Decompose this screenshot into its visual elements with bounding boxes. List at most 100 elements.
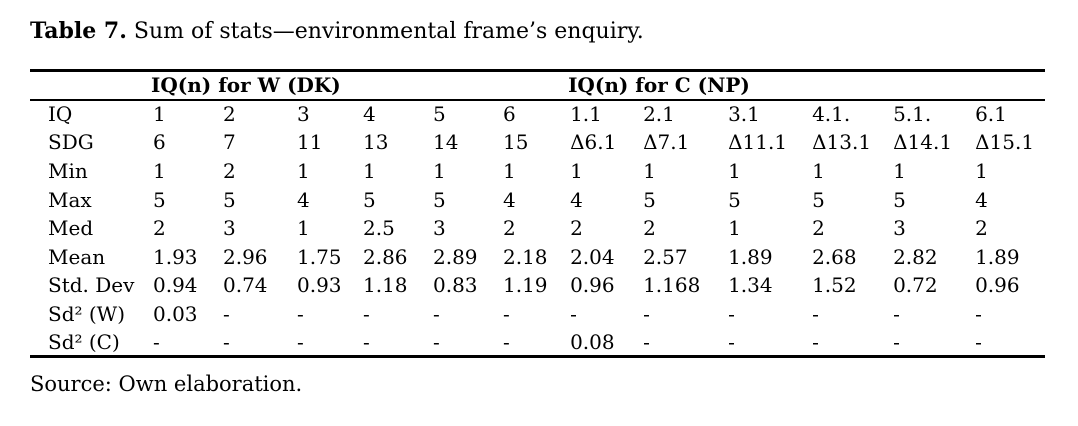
table-cell: 2.96 [223,244,268,269]
table-cell: 0.08 [570,329,615,354]
table-cell: 0.96 [570,273,615,298]
table-cell: 4 [297,187,310,212]
table-cell: 14 [433,130,459,155]
table-cell: 5 [433,102,446,127]
table-cell: - [893,329,900,354]
table-cell: 2 [153,216,166,241]
table-cell: Δ6.1 [570,130,617,155]
table-cell: 1.89 [975,244,1020,269]
table-cell: 0.96 [975,273,1020,298]
table-cell: 1.34 [728,273,773,298]
table-cell: 1 [433,158,446,183]
table-cell: 6 [503,102,516,127]
row-label: SDG [48,130,94,155]
group-header-row: IQ(n) for W (DK) IQ(n) for C (NP) [30,71,1046,100]
table-caption: Table 7. Sum of stats—environmental fram… [30,18,644,45]
table-cell: - [297,301,304,326]
table-cell: 2.04 [570,244,615,269]
table-cell: 4.1. [812,102,851,127]
table-cell: 1 [503,158,516,183]
table-cell: - [812,329,819,354]
table-row: Sd² (C) - - - - - - 0.08 - - - - - [30,328,1045,357]
table-cell: Δ11.1 [728,130,788,155]
table-cell: 5 [643,187,656,212]
table-row: Std. Dev 0.94 0.74 0.93 1.18 0.83 1.19 0.96 1.16… [30,271,1045,300]
table-cell: 2.82 [893,244,938,269]
table-cell: 2 [223,158,236,183]
table-cell: 5 [728,187,741,212]
table-cell: 2 [643,216,656,241]
table-cell: - [503,301,510,326]
row-label: Std. Dev [48,273,135,298]
row-label: Sd² (W) [48,301,126,326]
table-cell: 7 [223,130,236,155]
table-row: IQ 1 2 3 4 5 6 1.1 2.1 3.1 4.1. 5.1. 6.1 [30,100,1045,129]
table-cell: 5 [812,187,825,212]
table-cell: 3.1 [728,102,760,127]
table-cell: 1 [643,158,656,183]
table-cell: - [363,329,370,354]
table-cell: 2 [503,216,516,241]
table-cell: - [812,301,819,326]
table-cell: 2.89 [433,244,478,269]
table-caption-number: Table 7. [30,18,127,44]
table-cell: 13 [363,130,389,155]
table-cell: 1 [812,158,825,183]
table-cell: - [893,301,900,326]
table-cell: 4 [570,187,583,212]
table-cell: 1.18 [363,273,408,298]
table-cell: - [223,301,230,326]
table-cell: Δ15.1 [975,130,1035,155]
table-row: Sd² (W) 0.03- - - - - - - - - - - [30,300,1045,329]
table-caption-text: Sum of stats—environmental frame’s enqui… [126,19,644,44]
table-cell: Δ13.1 [812,130,872,155]
table-cell: 1.19 [503,273,548,298]
table-cell: 3 [223,216,236,241]
table-cell: - [503,329,510,354]
table-cell: - [570,301,577,326]
table-cell: 2 [570,216,583,241]
table-cell: - [297,329,304,354]
table-cell: - [975,329,982,354]
table-cell: 5 [893,187,906,212]
row-label: Sd² (C) [48,329,120,354]
table-cell: 0.83 [433,273,478,298]
table-cell: 1.75 [297,244,342,269]
table-cell: 1 [893,158,906,183]
table-row: SDG 6 7 11 13 14 15 Δ6.1 Δ7.1 Δ11.1 Δ13.1 Δ14.1 Δ15.… [30,128,1045,157]
table-cell: 1 [297,216,310,241]
table-cell: 6 [153,130,166,155]
table-cell: 5 [223,187,236,212]
group-header-w-dk: IQ(n) for W (DK) [151,73,341,98]
group-header-c-np: IQ(n) for C (NP) [568,73,750,98]
table-cell: 1.89 [728,244,773,269]
table-cell: 0.03 [153,301,198,326]
table-cell: 1.93 [153,244,198,269]
table-cell: 4 [503,187,516,212]
table-cell: 2.68 [812,244,857,269]
table-cell: 6.1 [975,102,1007,127]
table-cell: 1.52 [812,273,857,298]
table-cell: 1 [975,158,988,183]
row-label: IQ [48,102,73,127]
table-cell: - [643,301,650,326]
table-cell: 1 [297,158,310,183]
table-cell: 3 [433,216,446,241]
table-cell: 3 [893,216,906,241]
table-cell: - [223,329,230,354]
row-label: Max [48,187,92,212]
table-cell: 1 [570,158,583,183]
table-cell: 5 [433,187,446,212]
table-row: Med 2 3 1 2.5 3 2 2 2 1 2 3 2 [30,214,1045,243]
table-cell: 5 [153,187,166,212]
table-cell: Δ14.1 [893,130,953,155]
table-row: Max 5 5 4 5 5 4 4 5 5 5 5 4 [30,185,1045,214]
table-cell: Δ7.1 [643,130,690,155]
table-cell: 1.1 [570,102,602,127]
table-cell: 0.93 [297,273,342,298]
table-cell: - [728,329,735,354]
group-header-spacer [30,71,148,100]
table-row: Min 1 2 1 1 1 1 1 1 1 1 1 1 [30,157,1045,186]
table-cell: 2.1 [643,102,675,127]
table-row: Mean 1.93 2.96 1.75 2.86 2.89 2.18 2.04 2.57 1.89… [30,242,1045,271]
